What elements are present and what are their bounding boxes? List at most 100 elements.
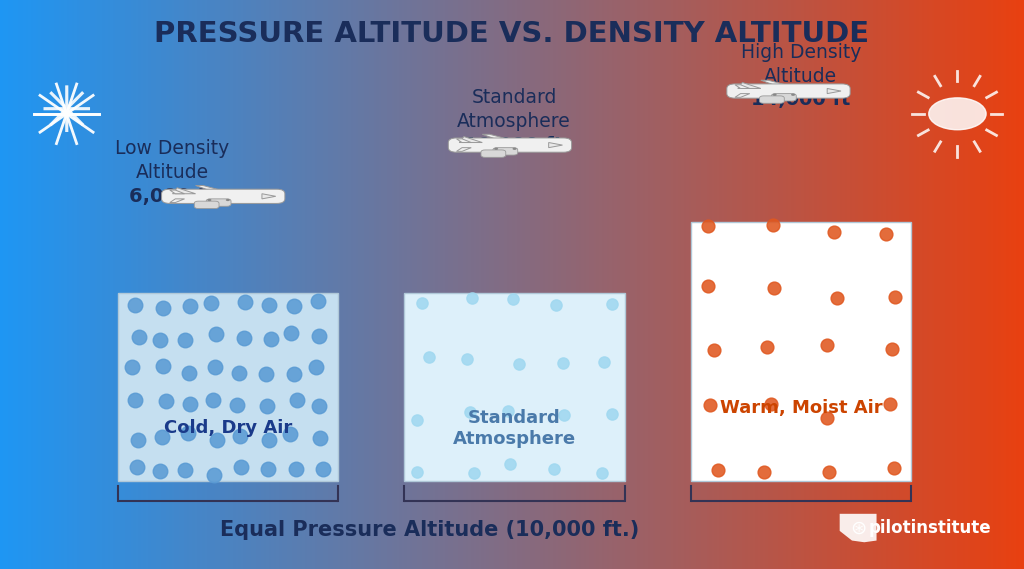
Bar [582,0,584,569]
Bar [968,0,971,569]
Bar [881,0,884,569]
Bar [922,0,925,569]
Text: Altitude: Altitude [135,163,209,182]
Point [821,468,838,477]
Bar [971,0,973,569]
Bar [449,0,451,569]
Bar [903,0,906,569]
Bar [827,0,829,569]
Bar [715,0,717,569]
Bar [507,0,510,569]
Bar [1019,0,1022,569]
Bar [998,0,1001,569]
Bar [497,0,500,569]
Point [237,298,253,307]
Bar [817,0,819,569]
Point [260,465,276,474]
Text: pilotinstitute: pilotinstitute [868,519,991,537]
Polygon shape [735,94,750,97]
Bar [408,0,410,569]
Point [596,358,612,367]
Bar [548,0,551,569]
Bar [633,0,635,569]
Bar [791,0,794,569]
Bar [244,0,246,569]
Point [286,369,302,378]
Bar [504,0,507,569]
Bar [794,0,797,569]
Bar [616,0,620,569]
Bar [453,0,456,569]
Bar [758,0,761,569]
Point [236,333,252,343]
Point [706,345,722,354]
Bar [350,0,353,569]
Bar [282,0,285,569]
Bar [735,0,737,569]
Bar [545,0,548,569]
Point [556,410,572,419]
Bar [543,0,546,569]
Point [155,432,171,441]
Bar [18,0,20,569]
Bar [981,0,983,569]
Text: ✳: ✳ [40,83,93,145]
Bar [773,0,776,569]
Bar [862,0,865,569]
Bar [420,0,423,569]
Bar [418,0,420,569]
Point [511,360,527,369]
Text: Cold, Dry Air: Cold, Dry Air [164,419,292,437]
Text: ⊛: ⊛ [850,518,866,538]
Bar [90,0,92,569]
Point [763,399,779,409]
Bar [947,0,950,569]
Point [710,466,726,475]
Bar [978,0,981,569]
Bar [674,0,676,569]
Bar [53,0,56,569]
Bar [193,0,195,569]
Bar [41,0,44,569]
Bar [261,0,264,569]
Point [208,330,224,339]
Bar [33,0,36,569]
Point [282,430,298,439]
Polygon shape [482,134,521,142]
Bar [561,0,563,569]
Bar [698,0,701,569]
Bar [70,0,72,569]
Bar [916,0,920,569]
Bar [74,0,77,569]
Point [604,409,621,418]
Circle shape [495,148,498,150]
Bar [72,0,75,569]
Bar [319,0,323,569]
Point [414,298,430,307]
Point [409,468,425,477]
Point [176,466,193,475]
Bar [203,0,205,569]
Bar [461,0,464,569]
Point [819,340,836,349]
Bar [612,0,614,569]
Bar [535,0,538,569]
Bar [364,0,367,569]
Bar [709,0,712,569]
Bar [944,0,947,569]
Point [310,296,327,306]
Bar [159,0,162,569]
Circle shape [792,94,795,96]
Point [286,302,302,311]
Bar [985,0,988,569]
Bar [289,0,292,569]
Point [701,400,718,409]
Point [505,294,521,303]
Bar [381,0,384,569]
Bar [336,0,338,569]
Point [882,399,898,409]
Point [464,293,480,302]
Polygon shape [172,188,196,193]
Bar [532,0,536,569]
Bar [391,0,394,569]
